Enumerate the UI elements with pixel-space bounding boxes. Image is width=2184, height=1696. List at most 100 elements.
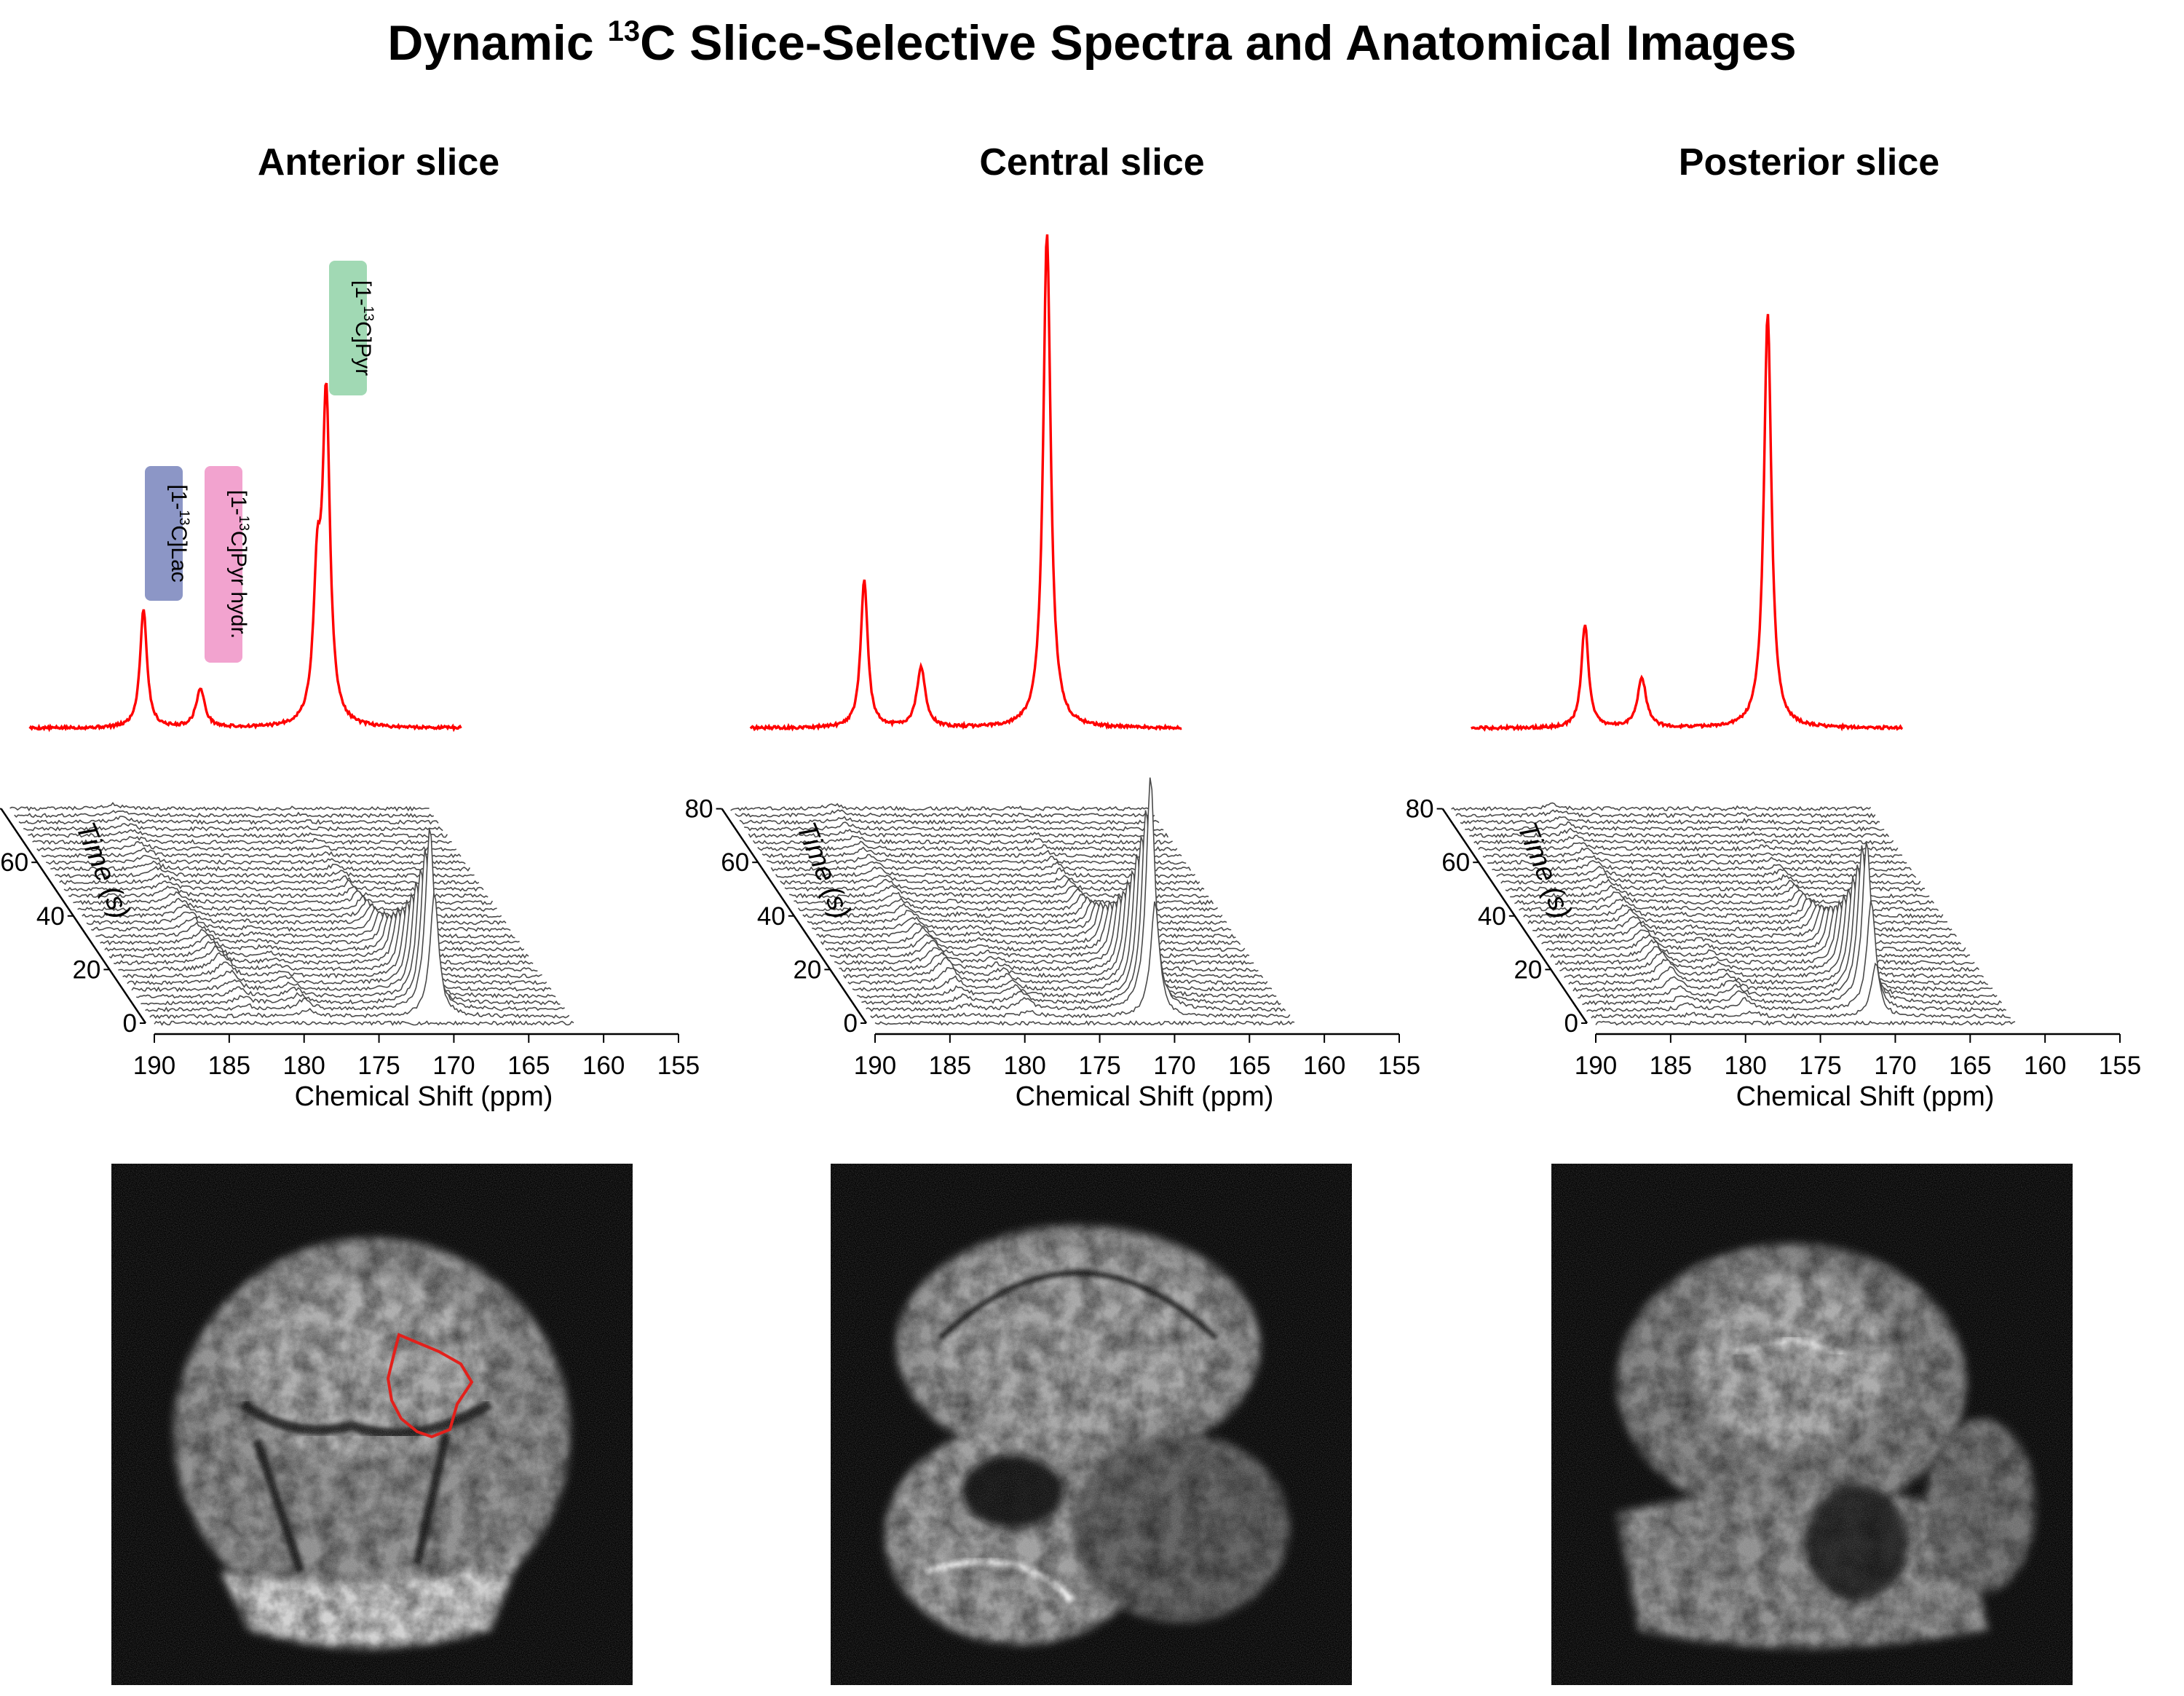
spectrum-trace bbox=[866, 777, 1286, 1012]
spectrum-trace bbox=[1568, 876, 1988, 985]
time-tick-label: 60 bbox=[721, 848, 749, 877]
time-tick-label: 60 bbox=[1441, 848, 1470, 877]
peak-label-box bbox=[205, 466, 242, 663]
time-tick-label: 40 bbox=[36, 902, 65, 931]
ppm-tick-label: 155 bbox=[657, 1052, 700, 1080]
panel-title: Posterior slice bbox=[1679, 141, 1939, 184]
spectrum-trace bbox=[1460, 816, 1880, 825]
roi-outline bbox=[386, 1333, 474, 1439]
ppm-tick-label: 185 bbox=[929, 1052, 971, 1080]
ppm-tick-label: 180 bbox=[1725, 1052, 1767, 1080]
spectrum-trace bbox=[812, 901, 1232, 932]
ppm-tick-label: 165 bbox=[507, 1052, 550, 1080]
ppm-tick-label: 160 bbox=[1303, 1052, 1345, 1080]
ppm-tick-label: 175 bbox=[1078, 1052, 1120, 1080]
spectrum-trace bbox=[1527, 899, 1948, 926]
spectrum-trace bbox=[870, 901, 1291, 1019]
spectrum-trace bbox=[18, 816, 439, 825]
ppm-tick-label: 175 bbox=[357, 1052, 400, 1080]
spectrum-trace bbox=[114, 906, 534, 966]
spectrum-trace bbox=[118, 905, 538, 972]
spectrum-trace bbox=[1451, 802, 1872, 812]
spectrum-trace bbox=[1478, 842, 1899, 852]
image-noise bbox=[1551, 1164, 2073, 1685]
spectrum-trace bbox=[1496, 865, 1917, 879]
panel-title: Central slice bbox=[979, 141, 1204, 184]
spectrum-trace bbox=[136, 869, 556, 999]
spectrum-trace bbox=[761, 846, 1182, 859]
spectrum-trace bbox=[100, 910, 520, 946]
spectrum-trace bbox=[23, 823, 443, 832]
ppm-tick-label: 165 bbox=[1228, 1052, 1270, 1080]
ppm-tick-label: 170 bbox=[1153, 1052, 1195, 1080]
spectrum-trace bbox=[852, 854, 1273, 993]
spectrum-trace bbox=[1487, 855, 1907, 865]
spectrum-trace bbox=[730, 802, 1150, 812]
peak-label-box bbox=[329, 261, 367, 395]
spectrum-trace bbox=[820, 903, 1241, 945]
spectrum-trace bbox=[739, 816, 1160, 825]
spectrum-trace bbox=[1482, 847, 1903, 859]
spectrum-trace bbox=[1465, 821, 1885, 832]
spectrum-trace bbox=[825, 900, 1246, 952]
spectrum-trace bbox=[1555, 899, 1975, 966]
peak-label-text: [1-13C]Pyr bbox=[351, 280, 376, 376]
time-tick-label: 20 bbox=[72, 955, 100, 984]
time-tick-label: 80 bbox=[685, 795, 713, 824]
ppm-axis-label: Chemical Shift (ppm) bbox=[295, 1081, 553, 1112]
spectrum-trace bbox=[770, 861, 1192, 872]
anatomical-image-central bbox=[831, 1164, 1352, 1685]
sum-spectrum bbox=[1471, 314, 1904, 732]
ppm-tick-label: 160 bbox=[582, 1052, 625, 1080]
peak-label-pyr: [1-13C]Pyr bbox=[329, 261, 376, 395]
time-tick-label: 20 bbox=[793, 955, 821, 984]
spectrum-trace bbox=[122, 899, 542, 979]
ppm-tick-label: 185 bbox=[1650, 1052, 1692, 1080]
ppm-axis-label: Chemical Shift (ppm) bbox=[1736, 1081, 1995, 1112]
time-tick-label: 0 bbox=[844, 1009, 858, 1038]
spectrum-trace bbox=[807, 901, 1227, 926]
peak-label-lac: [1-13C]Lac bbox=[145, 466, 191, 601]
ppm-tick-label: 180 bbox=[1004, 1052, 1046, 1080]
spectrum-trace bbox=[1564, 888, 1984, 979]
spectrum-trace bbox=[842, 878, 1264, 979]
spectrum-trace bbox=[1492, 860, 1912, 872]
ppm-tick-label: 170 bbox=[1874, 1052, 1916, 1080]
spectrum-trace bbox=[1537, 904, 1957, 939]
spectrum-trace bbox=[839, 890, 1259, 972]
time-tick-label: 60 bbox=[0, 848, 28, 877]
ppm-tick-label: 190 bbox=[133, 1052, 175, 1080]
panel-title: Anterior slice bbox=[258, 141, 499, 184]
ppm-tick-label: 155 bbox=[1378, 1052, 1420, 1080]
spectrum-trace bbox=[36, 840, 457, 852]
spectrum-trace bbox=[95, 910, 515, 939]
spectrum-trace bbox=[735, 809, 1155, 819]
spectrum-trace bbox=[752, 835, 1173, 845]
spectrum-trace bbox=[41, 847, 462, 859]
spectrum-trace bbox=[55, 865, 475, 879]
ppm-tick-label: 165 bbox=[1949, 1052, 1991, 1080]
spectrum-trace bbox=[32, 835, 452, 845]
spectrum-trace bbox=[1572, 864, 1993, 993]
spectrum-trace bbox=[127, 891, 547, 986]
spectrum-trace bbox=[1578, 845, 1998, 999]
time-tick-label: 40 bbox=[1478, 902, 1506, 931]
spectrum-trace bbox=[108, 910, 529, 959]
ppm-tick-label: 170 bbox=[432, 1052, 475, 1080]
spectrum-trace bbox=[1595, 1020, 2016, 1026]
spectrum-trace bbox=[28, 829, 448, 838]
spectrum-trace bbox=[1473, 835, 1894, 845]
image-noise bbox=[111, 1164, 633, 1685]
ppm-axis-label: Chemical Shift (ppm) bbox=[1016, 1081, 1274, 1112]
spectrum-trace bbox=[757, 840, 1178, 852]
spectrum-trace bbox=[1541, 906, 1962, 946]
spectrum-trace bbox=[1559, 894, 1979, 972]
image-noise bbox=[831, 1164, 1352, 1685]
time-tick-label: 20 bbox=[1514, 955, 1542, 984]
spectrum-trace bbox=[149, 893, 570, 1019]
spectrum-trace bbox=[834, 894, 1254, 966]
spectrum-trace bbox=[154, 1020, 574, 1027]
